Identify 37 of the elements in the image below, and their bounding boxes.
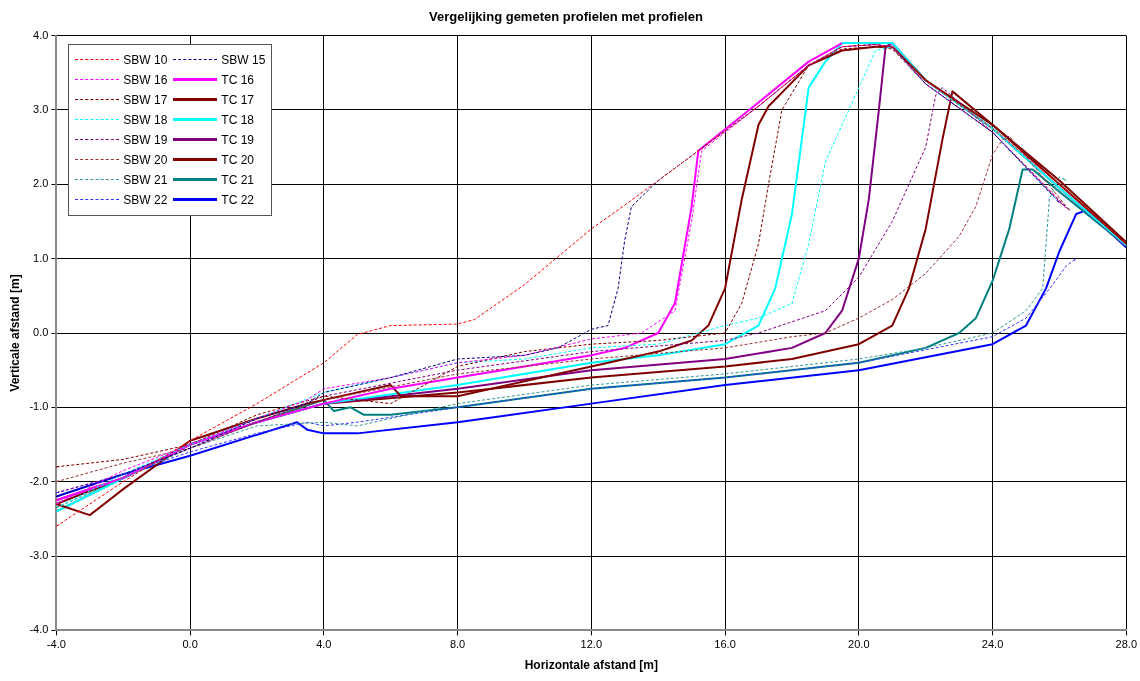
legend-label: SBW 17 [123,92,168,107]
legend-label: SBW 21 [123,172,168,187]
y-tick-label: -1.0 [29,400,49,413]
legend-label: TC 17 [221,92,255,107]
legend-label: TC 16 [221,72,255,87]
y-axis-title: Verticale afstand [m] [7,274,22,392]
y-tick-label: -4.0 [29,623,49,636]
legend-label: TC 20 [221,152,255,167]
x-tick-label: 4.0 [316,638,332,651]
x-tick-label: -4.0 [46,638,66,651]
y-tick-label: 3.0 [33,102,49,115]
y-tick-label: 0.0 [33,326,49,339]
legend-label: TC 18 [221,112,255,127]
y-tick-label: 4.0 [33,28,49,41]
x-tick-label: 8.0 [449,638,466,651]
x-tick-label: 16.0 [714,638,736,651]
x-tick-label: 0.0 [182,638,198,651]
y-tick-label: 1.0 [33,251,49,264]
legend-label: SBW 10 [123,52,168,67]
legend-label: SBW 16 [123,72,168,87]
x-tick-label: 24.0 [981,638,1004,651]
legend-label: SBW 22 [123,192,168,207]
x-tick-label: 20.0 [848,638,870,651]
chart-title: Vergelijking gemeten profielen met profielen [429,9,703,25]
legend-label: SBW 20 [123,152,168,167]
y-tick-label: -2.0 [29,474,49,487]
legend-label: TC 19 [221,132,255,147]
legend-label: SBW 18 [123,112,168,127]
legend-label: TC 21 [221,172,255,187]
y-tick-label: -3.0 [29,549,49,562]
y-tick-label: 2.0 [33,177,49,190]
legend-label: SBW 19 [123,132,168,147]
x-axis-title: Horizontale afstand [m] [524,658,658,673]
x-tick-label: 28.0 [1115,638,1138,651]
x-tick-label: 12.0 [580,638,603,651]
legend-label: TC 22 [221,192,255,207]
legend-label: SBW 15 [221,52,266,67]
